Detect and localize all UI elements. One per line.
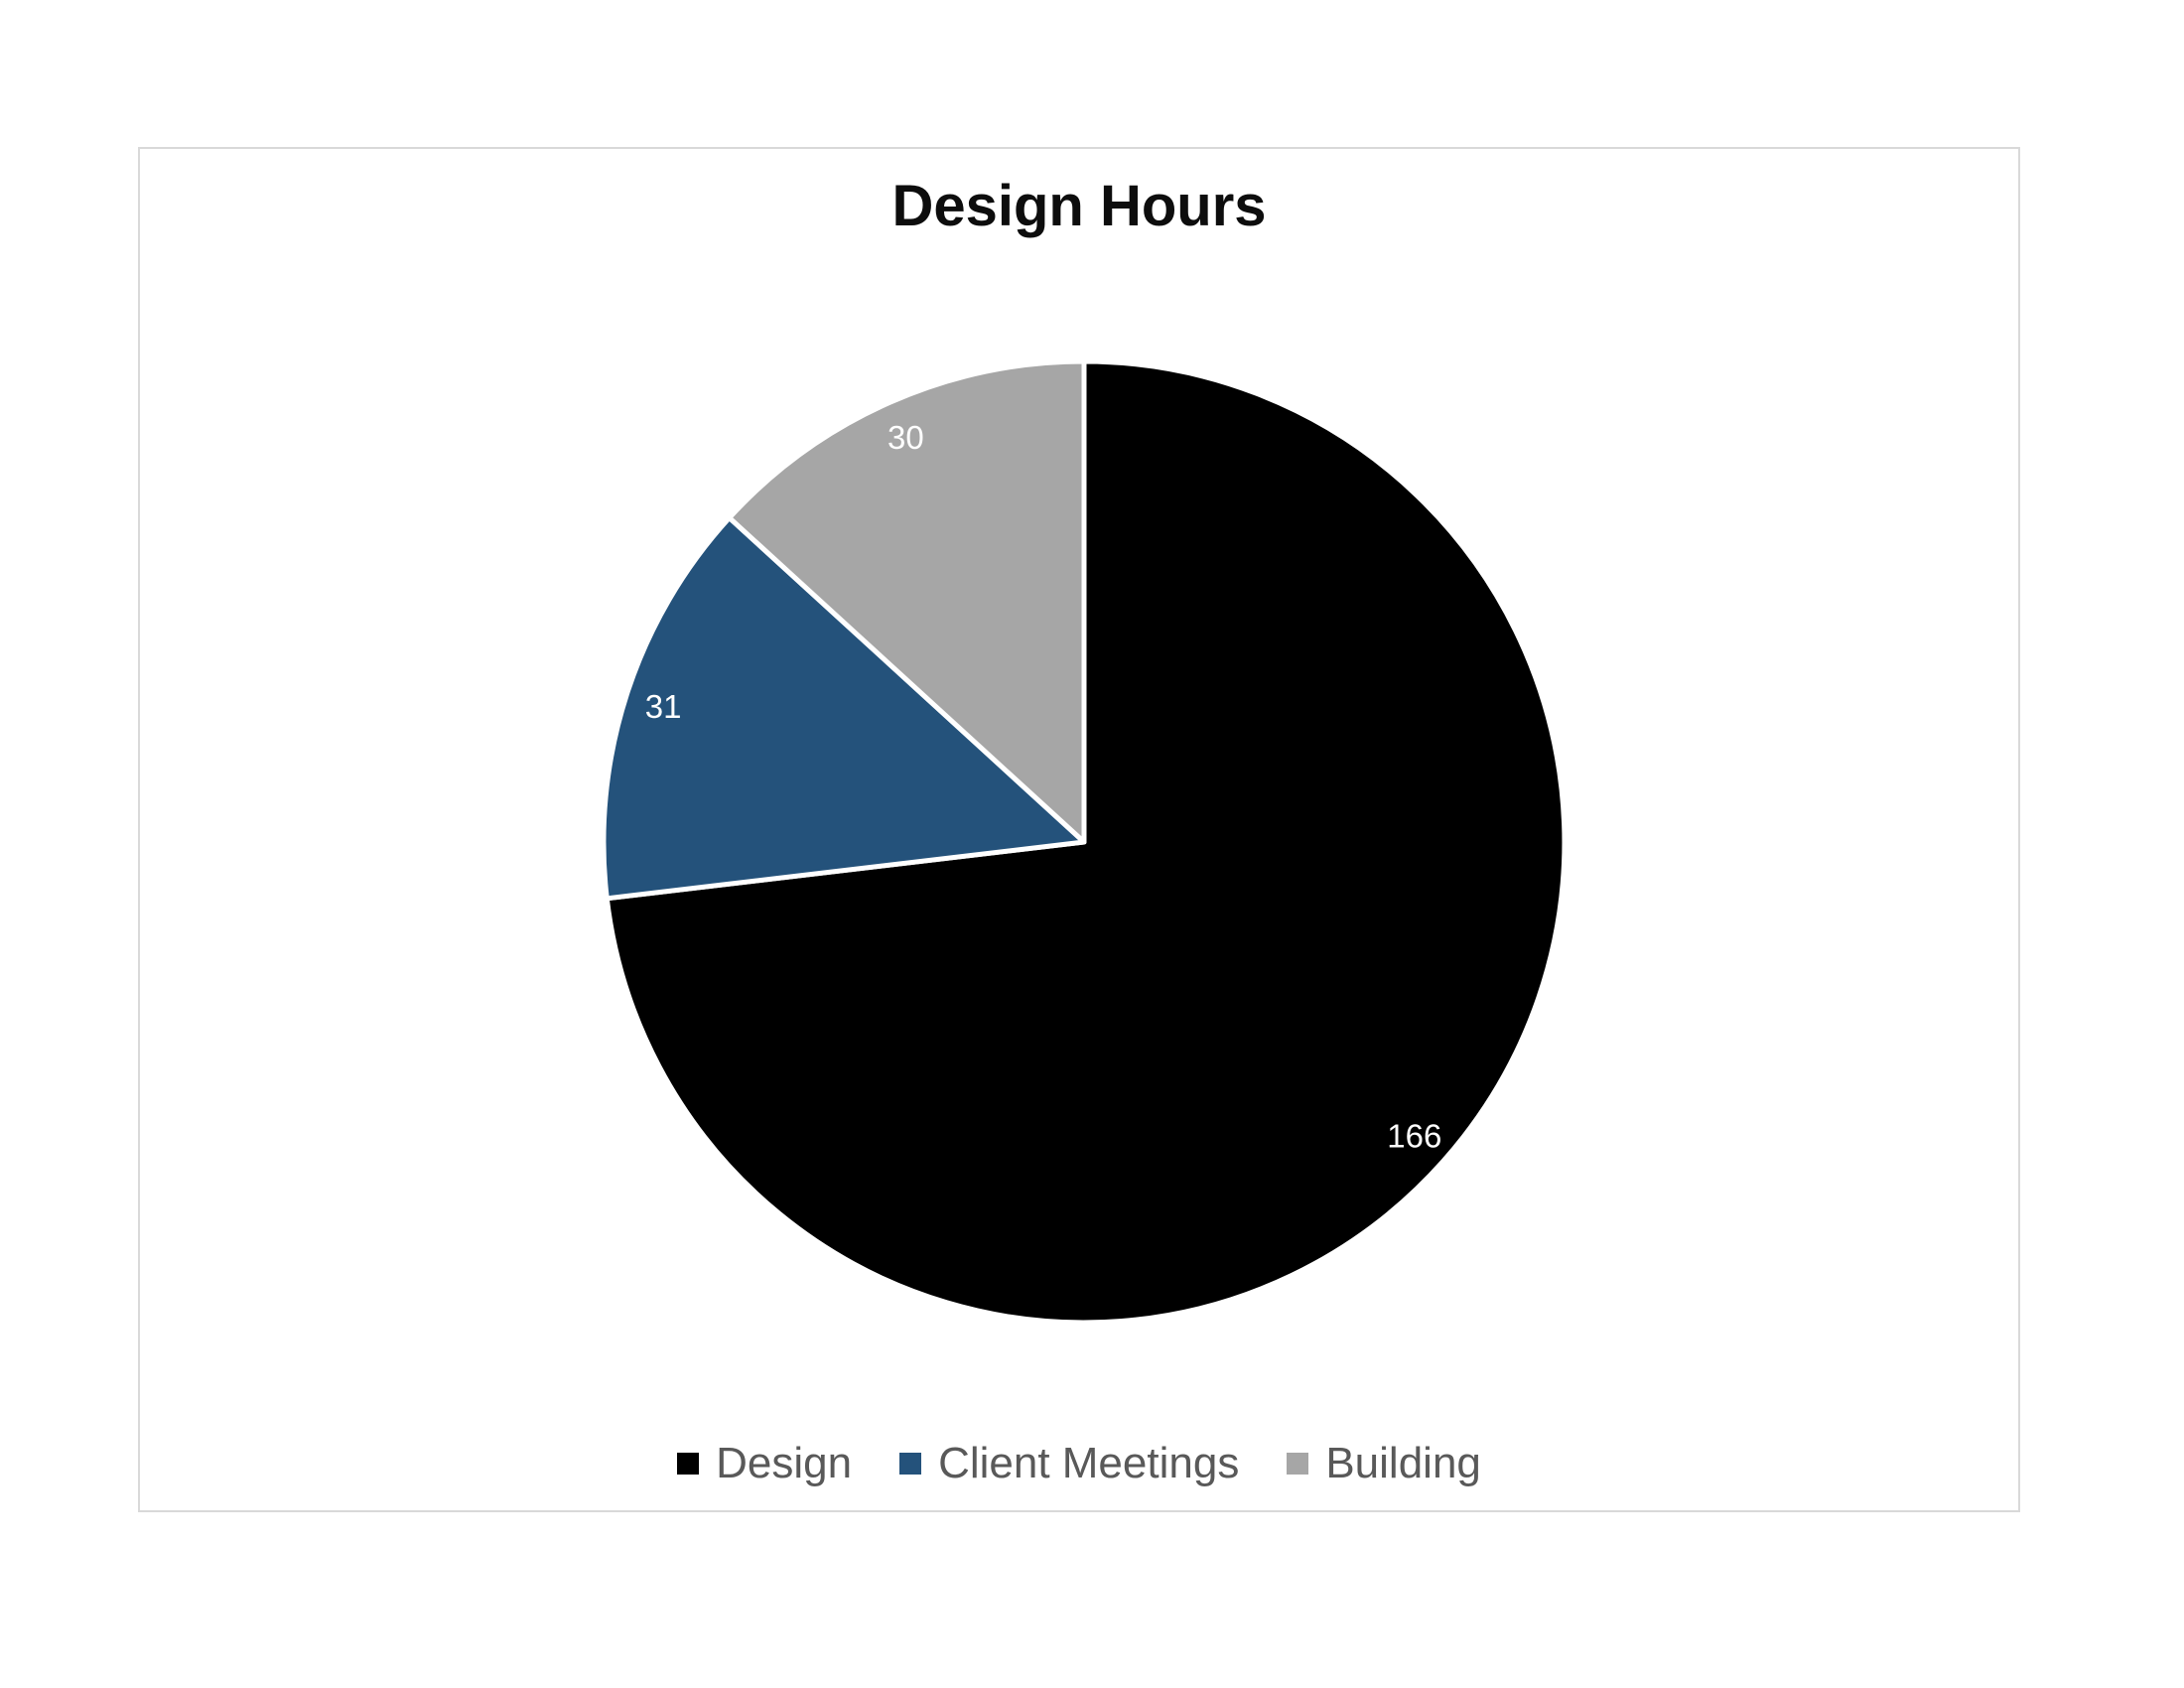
legend-label-design: Design xyxy=(716,1439,853,1487)
legend-item-building: Building xyxy=(1287,1442,1481,1485)
chart-title: Design Hours xyxy=(891,174,1267,238)
legend-item-design: Design xyxy=(677,1442,852,1485)
legend-swatch-design-icon xyxy=(677,1453,700,1475)
legend-label-client-meetings: Client Meetings xyxy=(938,1439,1240,1487)
data-label-client-meetings: 31 xyxy=(645,688,682,725)
chart-legend: Design Client Meetings Building xyxy=(140,1436,2018,1491)
legend-swatch-building-icon xyxy=(1287,1453,1309,1475)
legend-item-client-meetings: Client Meetings xyxy=(899,1442,1239,1485)
legend-swatch-client-meetings-icon xyxy=(899,1453,922,1475)
pie-slice-building xyxy=(727,358,1087,845)
legend-label-building: Building xyxy=(1325,1439,1481,1487)
data-label-building: 30 xyxy=(887,419,924,456)
pie-chart: 166 31 30 xyxy=(601,358,1568,1326)
chart-container: Design Hours 166 31 30 Design Client Meeti… xyxy=(138,147,2020,1512)
data-label-design: 166 xyxy=(1387,1117,1441,1154)
pie-slice-client-meetings xyxy=(601,515,1087,902)
